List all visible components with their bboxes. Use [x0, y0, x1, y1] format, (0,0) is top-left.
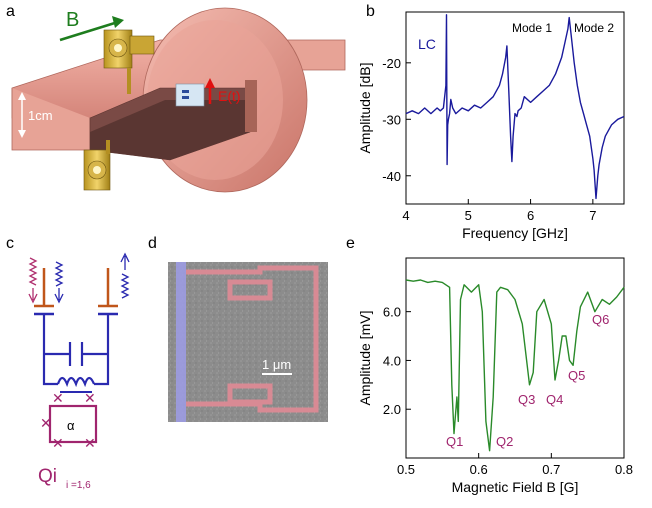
sem-scale-label: 1 μm	[262, 357, 291, 372]
panel-b: b 4 5 6 7 -40 -30 -20 Frequency [GHz] Amplitude …	[357, 3, 625, 241]
scale-label-1cm: 1cm	[28, 108, 53, 123]
annotation-mode-2: Mode 2	[574, 21, 614, 35]
field-scan-plot-frame	[405, 257, 625, 459]
annotation-q3: Q3	[518, 392, 535, 407]
field-scan-x-tick-label: 0.8	[615, 462, 633, 477]
sample-chip	[175, 83, 205, 107]
qubit-loop	[48, 404, 98, 444]
spectrum-chart: 4 5 6 7 -40 -30 -20 Frequency [GHz] Amplitude [d…	[357, 11, 625, 241]
field-scan-chart: 0.5 0.6 0.7 0.8 2.0 4.0 6.0 Magnetic Field B [G…	[357, 257, 633, 495]
sem-resonator	[186, 265, 319, 413]
panel-letter-e: e	[346, 235, 355, 252]
field-scan-y-tick-label: 6.0	[383, 305, 401, 320]
output-wave-blue	[120, 273, 130, 299]
field-scan-x-axis-label: Magnetic Field B [G]	[452, 479, 579, 495]
efield-label: E(t)	[218, 88, 241, 104]
annotation-q2: Q2	[496, 434, 513, 449]
qubit-subscript: i =1,6	[66, 480, 91, 491]
panel-letter-b: b	[366, 3, 375, 20]
annotation-q5: Q5	[568, 368, 585, 383]
sem-image	[168, 262, 328, 422]
spectrum-x-tick-label: 7	[589, 208, 596, 223]
sem-bus-line	[176, 262, 186, 422]
top-connector	[103, 29, 155, 94]
annotation-mode-1: Mode 1	[512, 21, 552, 35]
spectrum-x-tick-label: 5	[465, 208, 472, 223]
spectrum-x-axis-label: Frequency [GHz]	[462, 225, 568, 241]
panel-letter-d: d	[148, 235, 157, 252]
spectrum-series-line	[405, 14, 625, 200]
annotation-q1: Q1	[446, 434, 463, 449]
field-scan-x-tick-label: 0.6	[470, 462, 488, 477]
spectrum-x-tick-label: 6	[527, 208, 534, 223]
svg-text:✕: ✕	[84, 390, 96, 406]
field-scan-y-tick-label: 2.0	[383, 402, 401, 417]
annotation-lc: LC	[418, 36, 436, 52]
spectrum-plot-frame	[405, 11, 625, 205]
spectrum-y-tick-label: -40	[382, 169, 401, 184]
lc-circuit	[42, 314, 110, 386]
spectrum-y-axis-label: Amplitude [dB]	[357, 62, 373, 153]
qubit-cross: ✕	[52, 390, 64, 406]
annotation-q4: Q4	[546, 392, 563, 407]
panel-letter-c: c	[6, 235, 14, 252]
panel-e: e 0.5 0.6 0.7 0.8 2.0 4.0 6.0 Magnetic Field B …	[346, 235, 633, 495]
field-scan-y-tick-label: 4.0	[383, 353, 401, 368]
inductor-coil	[56, 376, 96, 388]
panel-a: a E(t)	[6, 3, 346, 193]
bottom-connector	[83, 140, 111, 191]
panel-c: c ✕ ✕ ✕ ✕ ✕ α Qi i =1,6	[6, 235, 130, 491]
probe-wave-blue	[54, 261, 64, 287]
field-scan-x-tick-label: 0.7	[542, 462, 560, 477]
annotation-q6: Q6	[592, 312, 609, 327]
svg-text:✕: ✕	[84, 435, 96, 451]
spectrum-y-tick-label: -30	[382, 112, 401, 127]
svg-text:✕: ✕	[52, 435, 64, 451]
spectrum-y-tick-label: -20	[382, 56, 401, 71]
field-scan-series-line	[405, 279, 625, 452]
panel-letter-a: a	[6, 3, 15, 20]
junction-alpha-label: α	[67, 418, 75, 433]
bfield-label: B	[66, 9, 79, 31]
field-scan-y-axis-label: Amplitude [mV]	[357, 311, 373, 406]
pump-wave-magenta	[28, 257, 38, 286]
spectrum-x-tick-label: 4	[402, 208, 409, 223]
svg-text:✕: ✕	[40, 415, 52, 431]
field-scan-x-tick-label: 0.5	[397, 462, 415, 477]
bfield-arrow	[59, 20, 119, 42]
qubit-label: Qi	[38, 466, 57, 487]
panel-d: d 1 μm	[148, 235, 328, 422]
